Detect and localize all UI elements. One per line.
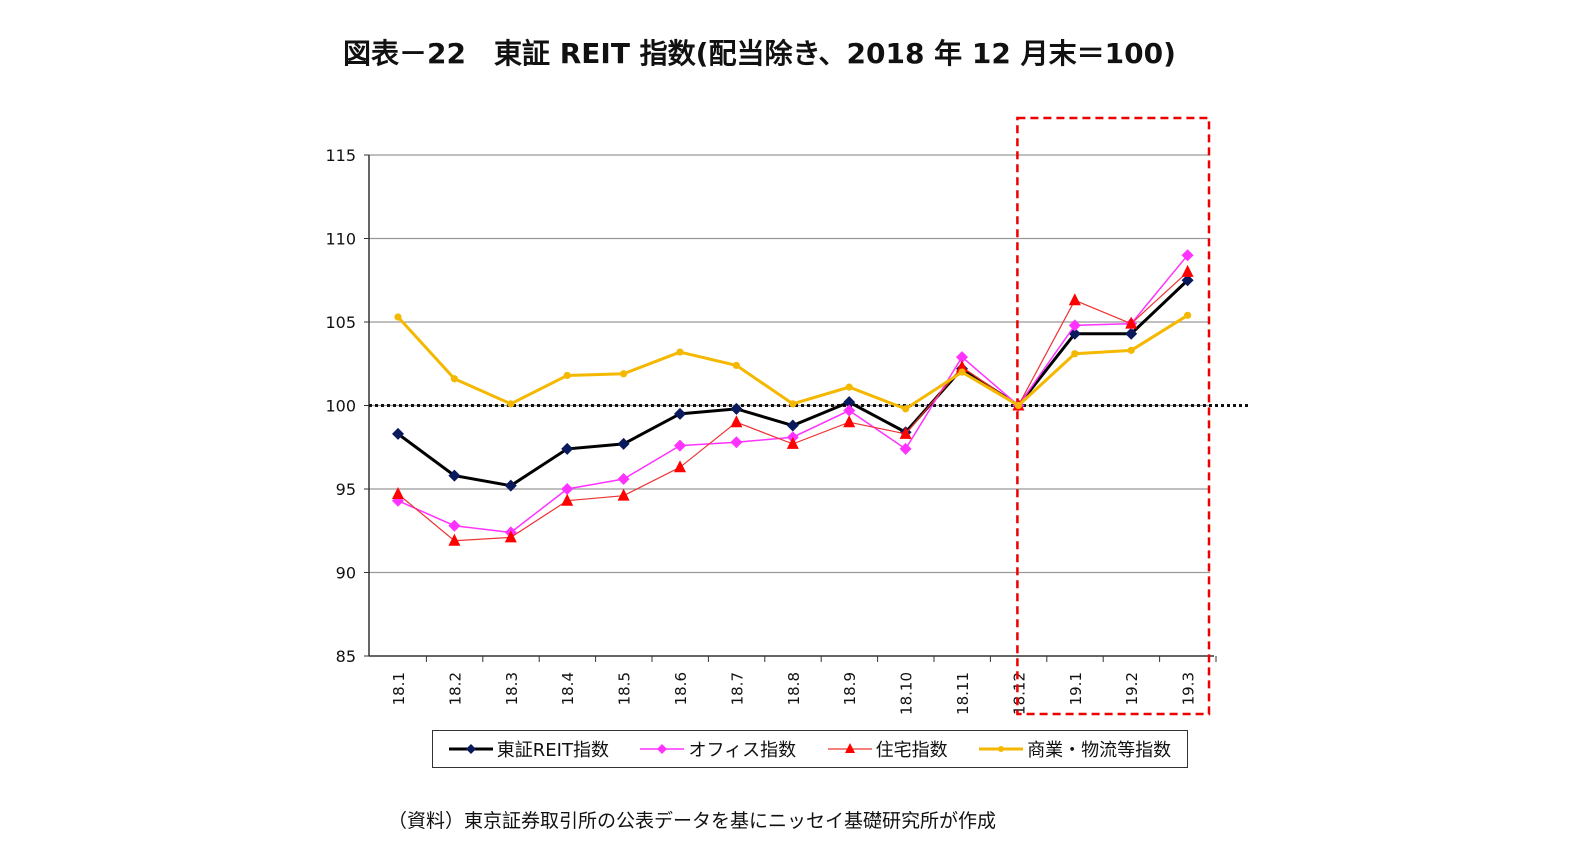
data-point [1181,249,1194,262]
x-tick-label: 18.3 [503,672,521,705]
data-point [1125,327,1138,340]
series-3 [394,311,1192,413]
data-point [1127,346,1135,354]
data-point [998,746,1005,752]
x-tick-label: 18.2 [446,672,464,705]
series-line [397,254,1189,534]
x-tick-label: 18.11 [954,672,972,715]
data-point [448,533,461,546]
data-point [674,407,686,420]
data-point [1181,264,1194,277]
legend: 東証REIT指数 オフィス指数 住宅指数 商業・物流等指数 [432,730,1188,768]
x-tick-label: 19.3 [1180,672,1198,705]
data-point [561,493,574,506]
legend-marker-icon [640,744,685,754]
legend-marker-icon [827,743,872,753]
x-tick-label: 18.5 [616,672,634,705]
data-point [448,519,461,532]
data-point [730,436,743,449]
data-point [1068,293,1081,306]
data-point [561,442,574,455]
data-point [786,419,799,432]
data-point [1184,311,1192,319]
y-tick-label: 85 [336,647,356,666]
x-tick-label: 18.9 [841,672,859,705]
legend-label: 商業・物流等指数 [1027,740,1172,761]
y-tick-label: 100 [325,397,356,416]
data-point [899,442,912,455]
data-point [902,405,910,413]
data-point [676,348,684,356]
data-point [617,437,630,450]
data-point [657,744,668,754]
data-point [730,415,743,428]
data-point [563,371,571,380]
data-point [843,396,856,409]
data-point [507,400,515,408]
data-point [617,472,630,485]
y-tick-label: 115 [325,146,356,165]
data-point [1068,319,1081,332]
data-point [845,383,853,391]
legend-label: 東証REIT指数 [496,740,609,761]
data-point [1181,274,1194,287]
source-note: （資料）東京証券取引所の公表データを基にニッセイ基礎研究所が作成 [388,810,997,832]
x-tick-label: 18.10 [898,672,916,715]
x-tick-label: 19.2 [1123,672,1141,705]
data-point [674,460,686,473]
y-tick-label: 105 [325,313,356,332]
legend-marker-icon [979,746,1024,752]
data-point [394,313,402,321]
legend-item: 東証REIT指数 [448,736,609,762]
data-point [844,743,855,753]
data-point [392,487,404,500]
data-point [561,483,574,495]
data-point [450,375,458,383]
series-2 [392,264,1194,546]
y-tick-label: 110 [325,230,356,249]
x-tick-label: 18.12 [1010,672,1028,715]
x-tick-label: 18.7 [728,672,746,705]
data-point [1071,350,1079,358]
data-point [732,361,741,370]
highlight-box [1016,116,1211,716]
legend-marker-icon [448,744,493,754]
data-point [674,439,686,452]
y-tick-label: 90 [336,564,356,583]
data-point [843,404,856,417]
data-point [504,479,517,492]
legend-item: オフィス指数 [640,736,796,762]
legend-item: 住宅指数 [827,736,948,762]
data-point [504,530,517,543]
data-point [956,360,968,373]
data-point [448,469,461,482]
x-tick-label: 19.1 [1067,672,1085,705]
legend-item: 商業・物流等指数 [979,736,1171,762]
data-point [617,488,630,501]
data-point [392,427,404,440]
data-point [730,402,743,415]
data-point [465,744,476,754]
data-point [1125,316,1138,329]
data-point [786,436,799,449]
series-line [396,314,1189,411]
data-point [620,370,628,378]
data-point [789,400,797,408]
x-tick-label: 18.4 [559,672,577,705]
x-tick-label: 18.1 [390,672,408,705]
data-point [958,368,966,376]
data-point [956,351,968,364]
series-1 [392,249,1194,539]
chart-title: 図表－22 東証 REIT 指数(配当除き、2018 年 12 月末＝100) [343,37,1176,70]
legend-label: オフィス指数 [688,740,797,761]
y-tick-label: 95 [336,480,356,499]
x-tick-label: 18.6 [672,672,690,705]
data-point [899,426,912,439]
data-point [1014,401,1023,410]
x-tick-label: 18.8 [785,672,803,705]
legend-label: 住宅指数 [875,740,948,761]
data-point [843,415,856,428]
series-0 [392,274,1194,492]
